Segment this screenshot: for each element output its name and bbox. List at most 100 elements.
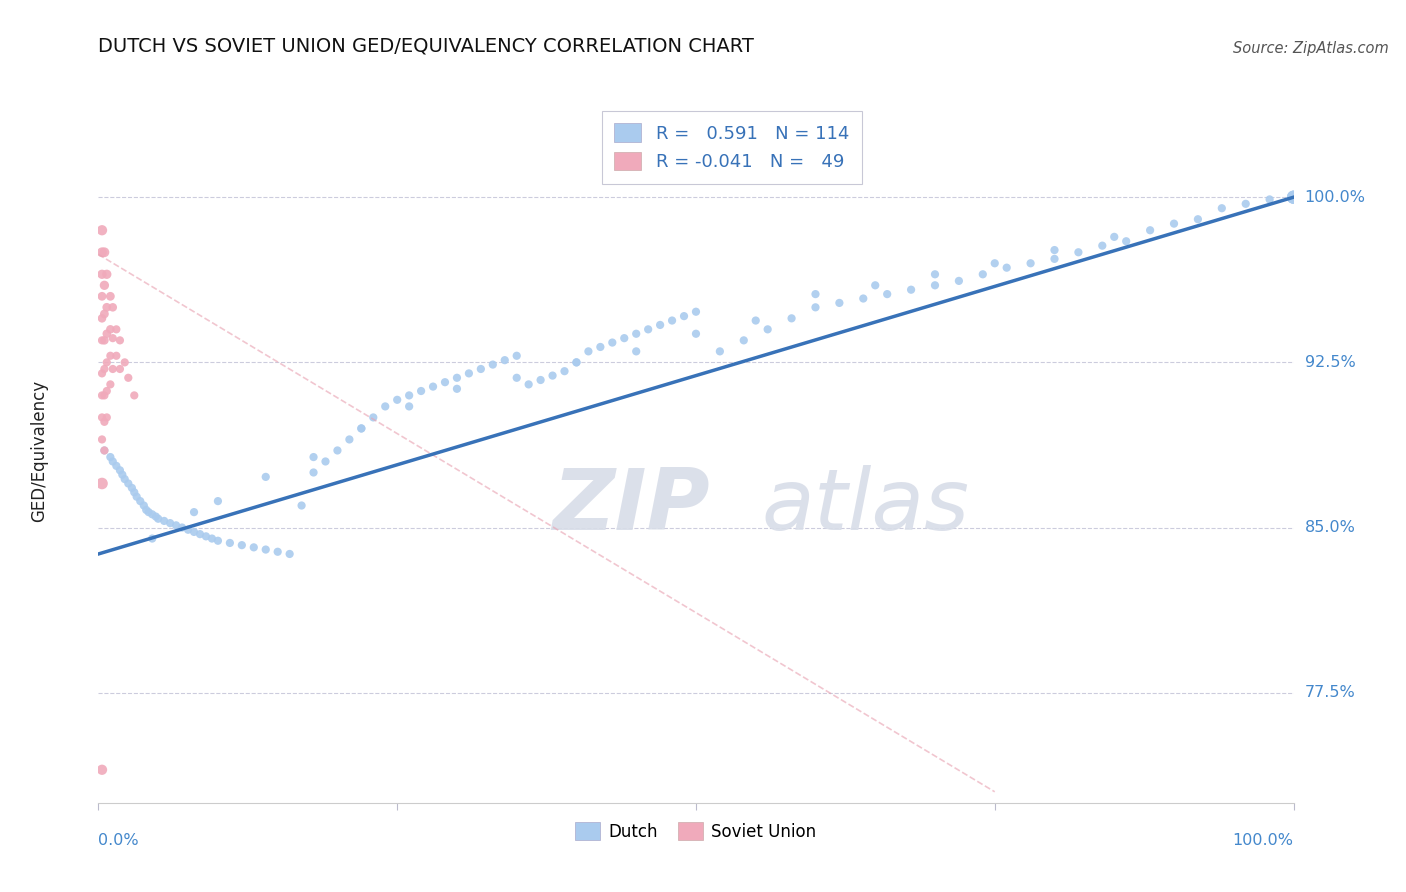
Point — [93, 415, 115, 429]
Point — [254, 470, 277, 484]
Point — [93, 334, 115, 348]
Point — [756, 322, 779, 336]
Point — [972, 268, 994, 282]
Point — [121, 481, 143, 495]
Point — [411, 384, 433, 398]
Point — [91, 245, 114, 260]
Point — [434, 375, 457, 389]
Point — [183, 524, 205, 539]
Point — [1104, 230, 1126, 244]
Point — [1115, 234, 1137, 248]
Point — [685, 326, 707, 341]
Point — [132, 499, 155, 513]
Point — [267, 545, 290, 559]
Point — [91, 367, 114, 381]
Point — [852, 292, 875, 306]
Point — [685, 304, 707, 318]
Point — [541, 368, 564, 383]
Point — [141, 532, 163, 546]
Point — [278, 547, 301, 561]
Point — [91, 334, 114, 348]
Point — [108, 463, 131, 477]
Point — [554, 364, 576, 378]
Text: ZIP: ZIP — [553, 466, 710, 549]
Point — [924, 268, 946, 282]
Point — [398, 388, 420, 402]
Text: 100.0%: 100.0% — [1305, 190, 1365, 205]
Text: 100.0%: 100.0% — [1233, 833, 1294, 848]
Point — [422, 379, 444, 393]
Point — [780, 311, 803, 326]
Point — [1163, 217, 1185, 231]
Point — [374, 400, 396, 414]
Point — [673, 309, 696, 323]
Point — [91, 410, 114, 425]
Point — [804, 301, 827, 315]
Point — [125, 490, 148, 504]
Text: 77.5%: 77.5% — [1305, 685, 1355, 700]
Point — [207, 494, 229, 508]
Point — [565, 355, 588, 369]
Point — [91, 388, 114, 402]
Point — [446, 382, 468, 396]
Point — [291, 499, 314, 513]
Point — [141, 508, 163, 522]
Point — [105, 349, 128, 363]
Point — [470, 362, 492, 376]
Point — [984, 256, 1007, 270]
Point — [481, 358, 505, 372]
Point — [98, 289, 122, 303]
Point — [995, 260, 1018, 275]
Point — [201, 532, 224, 546]
Point — [96, 355, 118, 369]
Point — [924, 278, 946, 293]
Point — [108, 334, 131, 348]
Point — [148, 512, 170, 526]
Point — [91, 268, 114, 282]
Point — [91, 476, 114, 491]
Point — [506, 349, 529, 363]
Point — [315, 454, 337, 468]
Point — [876, 287, 898, 301]
Text: 85.0%: 85.0% — [1305, 520, 1355, 535]
Point — [91, 311, 114, 326]
Point — [804, 287, 827, 301]
Point — [1211, 201, 1233, 215]
Point — [565, 355, 588, 369]
Point — [188, 527, 211, 541]
Point — [517, 377, 540, 392]
Point — [153, 514, 176, 528]
Point — [98, 450, 122, 464]
Point — [101, 454, 124, 468]
Point — [661, 313, 683, 327]
Point — [1282, 190, 1305, 204]
Point — [96, 384, 118, 398]
Point — [709, 344, 731, 359]
Point — [613, 331, 636, 345]
Point — [530, 373, 553, 387]
Point — [1067, 245, 1090, 260]
Point — [135, 503, 157, 517]
Point — [363, 410, 385, 425]
Point — [1139, 223, 1161, 237]
Point — [105, 322, 128, 336]
Text: 92.5%: 92.5% — [1305, 355, 1355, 370]
Point — [207, 533, 229, 548]
Point — [93, 278, 115, 293]
Point — [114, 472, 136, 486]
Point — [91, 763, 114, 777]
Point — [602, 335, 624, 350]
Point — [195, 529, 218, 543]
Point — [129, 494, 152, 508]
Point — [93, 362, 115, 376]
Point — [626, 344, 648, 359]
Text: Source: ZipAtlas.com: Source: ZipAtlas.com — [1233, 41, 1389, 56]
Text: atlas: atlas — [762, 466, 970, 549]
Point — [96, 410, 118, 425]
Point — [385, 392, 409, 407]
Point — [254, 542, 277, 557]
Point — [637, 322, 659, 336]
Point — [219, 536, 242, 550]
Point — [117, 371, 139, 385]
Point — [96, 326, 118, 341]
